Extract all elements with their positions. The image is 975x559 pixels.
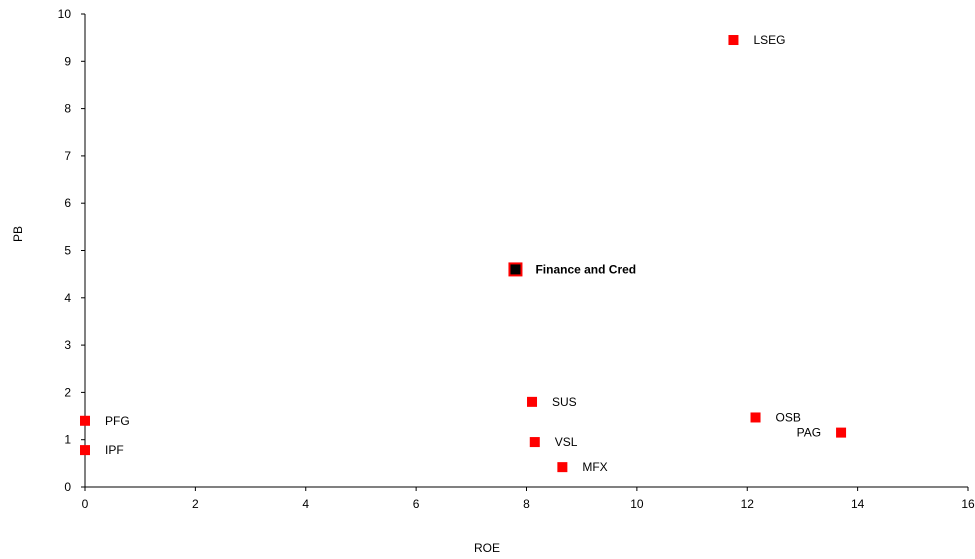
- y-axis-title: PB: [11, 226, 25, 242]
- point-label: MFX: [582, 460, 607, 474]
- y-tick-label: 9: [64, 54, 71, 68]
- point-marker: [80, 415, 90, 426]
- data-points: LSEG Finance and Cred SUS OSB PAG PFG VSL IPF MF…: [80, 33, 847, 474]
- point-label: VSL: [555, 435, 578, 449]
- y-tick-label: 10: [58, 7, 72, 21]
- y-tick-label: 4: [64, 291, 71, 305]
- x-tick-label: 6: [413, 497, 420, 511]
- y-tick-label: 2: [64, 385, 71, 399]
- x-tick-label: 8: [523, 497, 530, 511]
- point-marker: [750, 412, 761, 423]
- point-marker: [836, 427, 847, 438]
- x-tick-label: 14: [851, 497, 865, 511]
- point-marker: [527, 396, 538, 407]
- y-tick-label: 1: [64, 433, 71, 447]
- highlight-marker: [508, 262, 523, 277]
- y-tick-label: 7: [64, 149, 71, 163]
- point-label: IPF: [105, 443, 124, 457]
- point-marker: [529, 437, 540, 448]
- y-tick-label: 8: [64, 102, 71, 116]
- point-label: SUS: [552, 395, 577, 409]
- point-label: LSEG: [753, 33, 785, 47]
- y-tick-label: 5: [64, 244, 71, 258]
- y-tick-label: 0: [64, 480, 71, 494]
- point-label: Finance and Cred: [535, 262, 636, 276]
- point-label: PFG: [105, 414, 130, 428]
- x-axis-title: ROE: [474, 541, 500, 555]
- x-tick-label: 2: [192, 497, 199, 511]
- point-marker: [728, 35, 739, 46]
- x-tick-label: 4: [302, 497, 309, 511]
- x-tick-label: 16: [961, 497, 975, 511]
- x-tick-label: 10: [630, 497, 644, 511]
- point-marker: [80, 445, 90, 456]
- x-tick-label: 0: [82, 497, 89, 511]
- y-tick-label: 6: [64, 196, 71, 210]
- point-label: PAG: [797, 426, 821, 440]
- point-marker: [557, 462, 568, 473]
- y-tick-label: 3: [64, 338, 71, 352]
- x-tick-label: 12: [741, 497, 755, 511]
- point-label: OSB: [776, 410, 801, 424]
- axes: [81, 13, 969, 491]
